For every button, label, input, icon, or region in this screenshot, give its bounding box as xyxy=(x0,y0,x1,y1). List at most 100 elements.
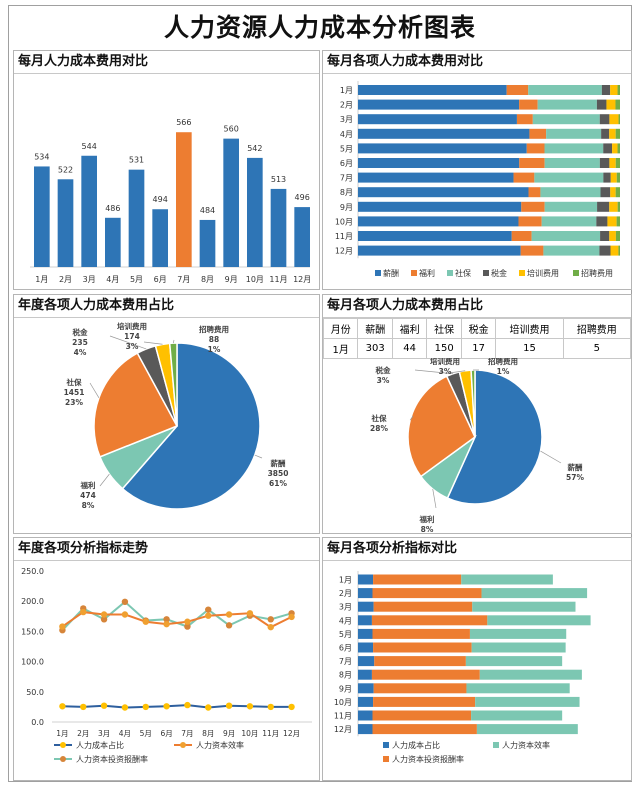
bar-segment-税金 xyxy=(599,158,610,168)
data-label-value: 235 xyxy=(72,338,88,347)
leader-line xyxy=(448,370,466,374)
table-header: 社保 xyxy=(426,318,462,339)
pie-slice-薪酬 xyxy=(121,342,261,510)
table-header: 薪酬 xyxy=(357,318,393,339)
bar-segment-2 xyxy=(487,615,591,626)
data-label-value: 3850 xyxy=(268,469,289,478)
legend-label: 人力资本投资报酬率 xyxy=(392,754,464,764)
legend-swatch xyxy=(493,742,499,748)
panel-title: 每月人力成本费用对比 xyxy=(14,51,319,74)
bar-segment-2 xyxy=(466,683,570,694)
bar-segment-社保 xyxy=(544,201,598,212)
y-tick-label: 4月 xyxy=(339,616,352,625)
bar-segment-培训费用 xyxy=(610,245,619,256)
bar-segment-0 xyxy=(358,724,373,735)
y-tick-label: 12月 xyxy=(335,247,353,256)
bar-segment-薪酬 xyxy=(358,128,530,139)
data-point xyxy=(121,704,129,711)
bar-segment-税金 xyxy=(603,172,611,183)
data-label: 494 xyxy=(153,195,168,204)
y-tick-label: 250.0 xyxy=(21,567,44,576)
leader-line xyxy=(540,450,562,464)
data-point xyxy=(205,612,212,619)
bar-segment-福利 xyxy=(513,172,535,183)
bar-segment-税金 xyxy=(601,128,610,139)
bar-segment-2 xyxy=(475,696,580,707)
data-label: 542 xyxy=(247,144,262,153)
x-tick-label: 8月 xyxy=(202,729,214,738)
data-point xyxy=(246,703,254,710)
table-cell: 17 xyxy=(460,338,497,359)
bar-segment-福利 xyxy=(529,128,547,139)
data-point xyxy=(163,616,170,623)
legend-label: 人力成本占比 xyxy=(392,740,440,750)
bar-segment-1 xyxy=(371,669,480,680)
panel-monthly-total: 每月人力成本费用对比 534 1月 522 2月 544 3月 486 4月 531 5月 494 6… xyxy=(13,50,320,290)
table-header: 税金 xyxy=(460,318,497,339)
bar-4月 xyxy=(105,217,121,267)
bar-segment-税金 xyxy=(601,85,611,95)
data-point xyxy=(80,703,87,711)
legend-marker xyxy=(60,742,66,748)
bar-segment-福利 xyxy=(528,187,541,198)
y-tick-label: 2月 xyxy=(340,101,353,110)
bar-segment-1 xyxy=(372,710,472,721)
legend-label: 人力成本占比 xyxy=(76,740,124,750)
leader-line xyxy=(173,339,175,344)
bar-segment-培训费用 xyxy=(609,158,616,168)
bar-segment-社保 xyxy=(543,245,600,256)
table-cell: 15 xyxy=(495,338,564,359)
bar-segment-0 xyxy=(358,642,374,653)
legend-label: 福利 xyxy=(419,268,435,278)
x-tick-label: 12月 xyxy=(283,729,300,738)
data-point xyxy=(246,610,254,617)
table-row: 1月 303 44 150 17 15 5 xyxy=(322,338,632,359)
bar-segment-薪酬 xyxy=(358,201,522,212)
data-label-name: 社保 xyxy=(66,377,82,387)
data-label-name: 税金 xyxy=(73,327,88,337)
bar-segment-1 xyxy=(373,601,473,612)
bar-6月 xyxy=(152,209,168,267)
bar-segment-培训费用 xyxy=(609,128,616,139)
x-tick-label: 2月 xyxy=(77,729,89,738)
bar-segment-2 xyxy=(469,628,567,639)
data-label: 534 xyxy=(34,152,49,161)
data-label-name: 薪酬 xyxy=(271,458,286,468)
bar-segment-税金 xyxy=(600,187,611,198)
line-series-1 xyxy=(61,600,292,631)
x-tick-label: 1月 xyxy=(35,275,48,284)
x-tick-label: 1月 xyxy=(56,729,68,738)
panel-indicator-bars: 每月各项分析指标对比 1月 2月 3月 4月 5月 6月 7月 8月 9月 10月 11月 12月 人力… xyxy=(322,537,632,781)
data-label-pct: 1% xyxy=(497,367,510,376)
legend-label: 薪酬 xyxy=(383,268,399,278)
table-cell: 5 xyxy=(562,338,632,359)
legend-label: 人力资本投资报酬率 xyxy=(76,754,148,764)
bar-7月 xyxy=(176,132,192,267)
bar-segment-培训费用 xyxy=(610,172,617,183)
bar-segment-税金 xyxy=(600,231,610,241)
bar-segment-2 xyxy=(479,669,582,680)
month-cell[interactable]: 1月 xyxy=(322,338,359,359)
data-point xyxy=(288,703,295,711)
data-label: 560 xyxy=(224,125,239,134)
x-tick-label: 10月 xyxy=(246,275,264,284)
bar-segment-福利 xyxy=(506,85,529,95)
bar-segment-1 xyxy=(372,588,482,599)
x-tick-label: 8月 xyxy=(201,275,214,284)
legend-swatch xyxy=(483,270,489,276)
bar-segment-0 xyxy=(358,574,374,585)
y-tick-label: 6月 xyxy=(339,644,352,653)
x-tick-label: 11月 xyxy=(262,729,279,738)
leader-line xyxy=(109,335,147,350)
legend-label: 税金 xyxy=(491,268,507,278)
y-tick-label: 150.0 xyxy=(21,627,44,636)
y-tick-label: 8月 xyxy=(339,671,352,680)
bar-segment-福利 xyxy=(518,216,542,227)
y-tick-label: 100.0 xyxy=(21,658,44,667)
data-point xyxy=(267,703,274,711)
y-tick-label: 3月 xyxy=(339,603,352,612)
data-label-value: 474 xyxy=(80,491,96,500)
data-point xyxy=(225,611,233,618)
